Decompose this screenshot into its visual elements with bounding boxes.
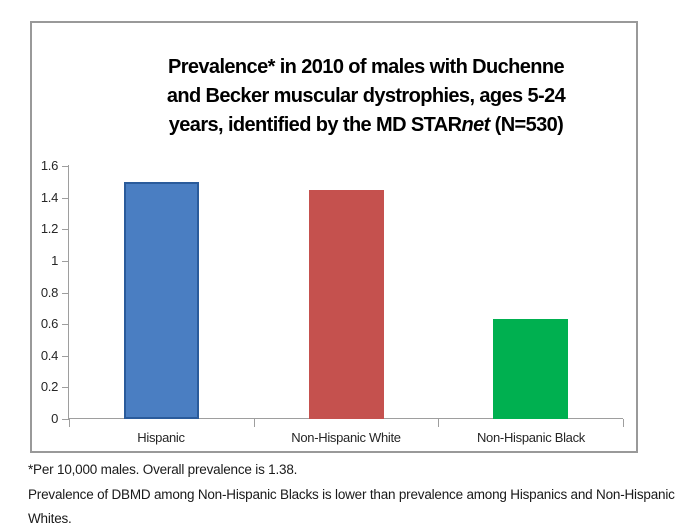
chart-footnotes: *Per 10,000 males. Overall prevalence is… — [28, 458, 696, 525]
bar-non-hispanic-white — [309, 190, 384, 419]
y-axis-line — [68, 165, 69, 419]
chart-title-segment: and Becker muscular dystrophies, ages 5-… — [166, 85, 566, 107]
chart-title: Prevalence* in 2010 of males with Duchen… — [64, 53, 668, 140]
chart-title-segment: (N=530) — [489, 114, 564, 136]
y-tick-mark — [62, 293, 69, 294]
bar-non-hispanic-black — [493, 319, 568, 419]
y-tick-mark — [62, 324, 69, 325]
footnote-line: Prevalence of DBMD among Non-Hispanic Bl… — [28, 486, 675, 502]
x-tick-mark — [254, 419, 255, 427]
y-tick-label: 0.4 — [40, 348, 58, 363]
x-tick-mark — [69, 419, 70, 427]
chart-title-segment: net — [461, 114, 490, 136]
y-tick-mark — [62, 387, 69, 388]
y-tick-mark — [62, 229, 69, 230]
x-tick-mark — [623, 419, 624, 427]
y-tick-label: 0.2 — [40, 379, 58, 394]
footnote-line: Whites. — [28, 511, 72, 525]
y-tick-mark — [62, 419, 69, 420]
chart-title-line: years, identified by the MD STARnet (N=5… — [64, 111, 668, 140]
y-tick-label: 0.6 — [40, 316, 58, 331]
footnote-line: *Per 10,000 males. Overall prevalence is… — [28, 462, 298, 477]
y-tick-label: 0 — [51, 411, 58, 426]
bar-hispanic — [124, 182, 199, 419]
y-tick-label: 1.2 — [40, 221, 58, 236]
y-tick-label: 1 — [51, 253, 58, 268]
y-tick-mark — [62, 261, 69, 262]
y-tick-label: 1.4 — [40, 190, 58, 205]
chart-title-line: Prevalence* in 2010 of males with Duchen… — [64, 53, 668, 82]
x-category-label: Non-Hispanic Black — [476, 430, 586, 445]
y-tick-label: 1.6 — [40, 158, 58, 173]
x-category-label: Hispanic — [137, 430, 185, 445]
y-tick-mark — [62, 198, 69, 199]
y-tick-label: 0.8 — [40, 285, 58, 300]
y-tick-mark — [62, 166, 69, 167]
x-tick-mark — [438, 419, 439, 427]
y-tick-mark — [62, 356, 69, 357]
chart-title-line: and Becker muscular dystrophies, ages 5-… — [64, 82, 668, 111]
x-category-label: Non-Hispanic White — [291, 430, 401, 445]
chart-title-segment: years, identified by the MD STAR — [168, 114, 462, 136]
chart-title-segment: Prevalence* in 2010 of males with Duchen… — [167, 56, 565, 78]
